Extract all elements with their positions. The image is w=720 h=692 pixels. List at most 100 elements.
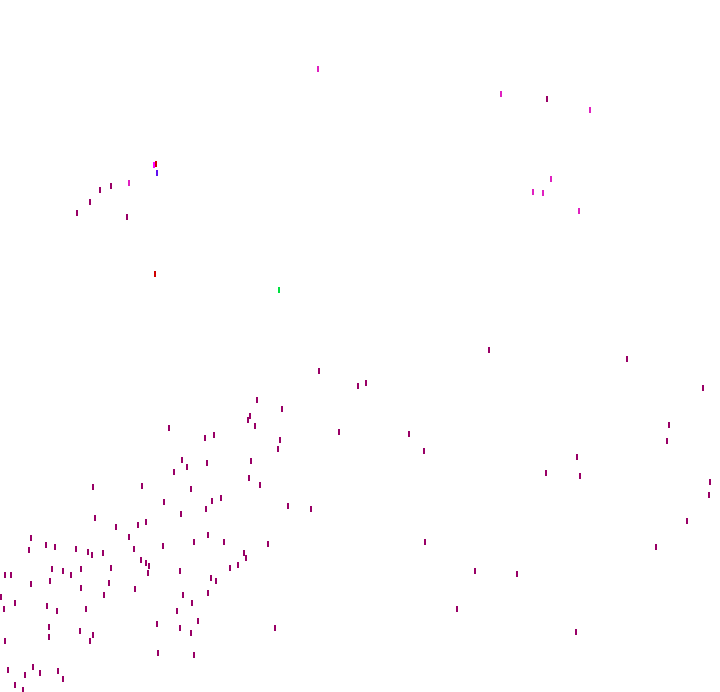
scatter-point bbox=[248, 475, 250, 481]
scatter-point bbox=[163, 499, 165, 505]
scatter-point bbox=[575, 629, 577, 635]
scatter-point bbox=[193, 539, 195, 545]
scatter-point bbox=[545, 470, 547, 476]
scatter-point bbox=[424, 539, 426, 545]
scatter-point bbox=[76, 210, 78, 216]
scatter-point bbox=[155, 161, 157, 167]
scatter-point bbox=[14, 682, 16, 688]
scatter-point bbox=[48, 634, 50, 640]
scatter-point bbox=[474, 568, 476, 574]
scatter-point bbox=[89, 638, 91, 644]
scatter-point bbox=[423, 448, 425, 454]
scatter-point bbox=[186, 464, 188, 470]
scatter-point bbox=[70, 572, 72, 578]
scatter-point bbox=[147, 570, 149, 576]
scatter-point bbox=[7, 667, 9, 673]
scatter-point bbox=[708, 492, 710, 498]
scatter-point bbox=[75, 546, 77, 552]
scatter-point bbox=[249, 413, 251, 419]
scatter-point bbox=[250, 458, 252, 464]
scatter-point bbox=[115, 524, 117, 530]
scatter-point bbox=[310, 506, 312, 512]
scatter-point bbox=[281, 406, 283, 412]
scatter-point bbox=[204, 435, 206, 441]
scatter-point bbox=[145, 519, 147, 525]
scatter-point bbox=[259, 482, 261, 488]
scatter-point bbox=[338, 429, 340, 435]
scatter-point bbox=[215, 578, 217, 584]
scatter-point bbox=[51, 566, 53, 572]
scatter-point bbox=[578, 208, 580, 214]
scatter-point bbox=[108, 580, 110, 586]
scatter-point bbox=[14, 600, 16, 606]
scatter-point bbox=[79, 628, 81, 634]
scatter-point bbox=[197, 618, 199, 624]
scatter-point bbox=[210, 575, 212, 581]
scatter-point bbox=[277, 446, 279, 452]
scatter-point bbox=[287, 503, 289, 509]
scatter-point bbox=[157, 650, 159, 656]
scatter-point bbox=[211, 498, 213, 504]
scatter-point bbox=[626, 356, 628, 362]
scatter-point bbox=[181, 457, 183, 463]
scatter-point bbox=[30, 581, 32, 587]
scatter-point bbox=[39, 670, 41, 676]
scatter-point bbox=[92, 632, 94, 638]
scatter-point bbox=[168, 425, 170, 431]
scatter-point bbox=[137, 522, 139, 528]
scatter-point bbox=[274, 625, 276, 631]
scatter-point bbox=[516, 571, 518, 577]
scatter-point bbox=[318, 368, 320, 374]
scatter-point bbox=[156, 170, 158, 176]
scatter-point bbox=[153, 162, 155, 168]
scatter-point bbox=[229, 565, 231, 571]
scatter-point bbox=[576, 454, 578, 460]
scatter-point bbox=[546, 96, 548, 102]
scatter-point bbox=[145, 560, 147, 566]
scatter-point bbox=[579, 473, 581, 479]
scatter-point bbox=[57, 668, 59, 674]
scatter-point bbox=[173, 469, 175, 475]
scatter-point bbox=[666, 438, 668, 444]
scatter-point bbox=[190, 630, 192, 636]
scatter-point bbox=[49, 578, 51, 584]
scatter-point bbox=[213, 432, 215, 438]
scatter-point bbox=[30, 535, 32, 541]
scatter-point bbox=[702, 385, 704, 391]
scatter-point bbox=[655, 544, 657, 550]
scatter-point bbox=[456, 606, 458, 612]
scatter-point bbox=[92, 484, 94, 490]
scatter-point bbox=[4, 638, 6, 644]
scatter-point bbox=[267, 541, 269, 547]
scatter-point bbox=[247, 417, 249, 423]
scatter-point bbox=[3, 606, 5, 612]
scatter-point bbox=[709, 479, 711, 485]
scatter-point bbox=[24, 672, 26, 678]
scatter-point bbox=[103, 592, 105, 598]
scatter-point bbox=[179, 568, 181, 574]
scatter-point bbox=[279, 437, 281, 443]
scatter-point bbox=[220, 495, 222, 501]
scatter-point bbox=[4, 572, 6, 578]
scatter-point bbox=[141, 483, 143, 489]
scatter-point bbox=[62, 568, 64, 574]
scatter-point bbox=[182, 592, 184, 598]
scatter-point bbox=[206, 460, 208, 466]
scatter-point bbox=[245, 555, 247, 561]
scatter-point bbox=[408, 431, 410, 437]
scatter-point bbox=[156, 621, 158, 627]
scatter-point bbox=[80, 585, 82, 591]
scatter-point bbox=[133, 546, 135, 552]
scatter-point bbox=[223, 539, 225, 545]
scatter-point bbox=[179, 625, 181, 631]
scatter-point bbox=[28, 547, 30, 553]
scatter-point bbox=[99, 187, 101, 193]
scatter-point bbox=[532, 189, 534, 195]
scatter-point bbox=[278, 287, 280, 293]
scatter-point bbox=[48, 624, 50, 630]
scatter-point bbox=[668, 422, 670, 428]
scatter-point bbox=[365, 380, 367, 386]
scatter-point bbox=[80, 566, 82, 572]
scatter-point bbox=[102, 550, 104, 556]
